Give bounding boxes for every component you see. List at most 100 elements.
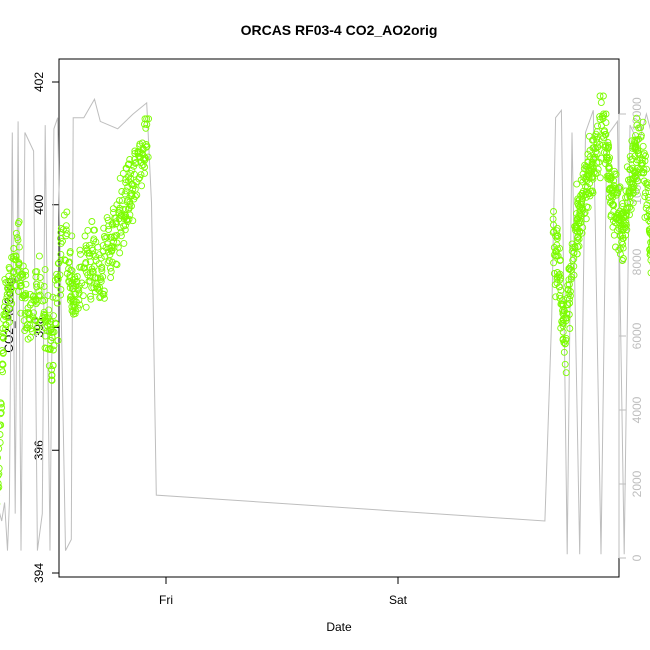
co2-point — [609, 190, 617, 198]
co2-point — [600, 148, 608, 156]
right-tick-label: 12000 — [630, 97, 644, 131]
co2-point — [42, 344, 50, 352]
co2-point — [12, 252, 20, 260]
co2-point — [61, 256, 69, 264]
co2-point — [136, 174, 144, 182]
co2-point — [112, 260, 120, 268]
co2-point — [648, 228, 650, 235]
co2-point — [100, 224, 108, 232]
co2-point — [556, 294, 564, 302]
co2-point — [53, 270, 61, 278]
co2-point — [40, 310, 48, 318]
co2-point — [119, 169, 127, 177]
co2-point — [639, 118, 647, 126]
co2-point — [90, 263, 98, 271]
co2-point — [122, 164, 130, 172]
co2-point — [609, 217, 617, 225]
co2-point — [619, 200, 626, 208]
co2-point — [32, 300, 40, 308]
co2-point — [0, 421, 4, 429]
co2-point — [115, 215, 123, 223]
co2-point — [97, 254, 105, 262]
co2-point — [144, 153, 152, 161]
co2-point — [48, 371, 56, 379]
co2-point — [610, 167, 618, 175]
co2-point — [0, 464, 3, 472]
co2-point — [88, 265, 96, 273]
co2-point — [556, 256, 564, 264]
co2-point — [74, 285, 82, 293]
co2-point — [14, 287, 22, 295]
co2-point — [643, 213, 650, 220]
co2-point — [113, 232, 121, 239]
co2-point — [579, 178, 587, 186]
co2-point — [557, 286, 565, 294]
co2-point — [609, 223, 617, 231]
co2-point — [102, 244, 110, 252]
co2-point — [98, 267, 106, 275]
co2-point — [85, 277, 93, 285]
co2-point — [70, 298, 77, 306]
co2-point — [622, 219, 630, 227]
co2-point — [631, 152, 639, 160]
co2-point — [83, 249, 91, 257]
co2-point — [579, 170, 587, 178]
co2-point — [22, 291, 30, 299]
co2-point — [131, 192, 139, 200]
co2-point — [106, 264, 114, 272]
co2-point — [110, 209, 117, 217]
co2-point — [19, 262, 27, 270]
co2-point — [587, 162, 595, 170]
co2-point — [44, 292, 52, 300]
chart-title: ORCAS RF03-4 CO2_AO2orig — [241, 22, 438, 38]
co2-point — [100, 233, 108, 240]
co2-point — [646, 251, 650, 259]
co2-point — [81, 232, 89, 240]
co2-point — [0, 361, 7, 369]
co2-point — [69, 296, 77, 304]
co2-point — [559, 319, 566, 327]
co2-point — [647, 269, 650, 277]
co2-point — [553, 235, 561, 242]
co2-point — [553, 241, 561, 249]
co2-point — [32, 280, 40, 288]
co2-point — [575, 219, 582, 227]
co2-point — [126, 198, 134, 206]
co2-point — [91, 274, 99, 282]
co2-point — [618, 223, 625, 230]
co2-point — [127, 174, 135, 182]
co2-point — [611, 184, 619, 192]
co2-point — [27, 333, 34, 341]
co2-point — [561, 340, 569, 348]
co2-point — [69, 308, 77, 316]
left-tick-label: 402 — [32, 72, 46, 92]
co2-point — [62, 232, 70, 240]
co2-point — [45, 362, 53, 370]
co2-point — [49, 361, 57, 369]
co2-point — [593, 169, 601, 177]
co2-point — [5, 272, 13, 280]
co2-point — [647, 256, 650, 264]
co2-point — [602, 153, 610, 161]
co2-point — [20, 317, 28, 325]
co2-point — [41, 266, 49, 274]
co2-point — [30, 309, 38, 317]
co2-point — [550, 244, 558, 251]
co2-point — [46, 321, 54, 329]
co2-point — [139, 146, 147, 154]
co2-point — [54, 337, 62, 344]
co2-point — [610, 231, 618, 239]
co2-point — [633, 114, 641, 122]
co2-point — [71, 297, 79, 305]
co2-point — [14, 236, 22, 244]
co2-point — [568, 247, 576, 255]
co2-point — [36, 281, 44, 289]
co2-point — [609, 193, 617, 201]
co2-point — [569, 256, 577, 264]
co2-point — [586, 153, 594, 161]
co2-point — [0, 439, 4, 447]
plot-frame — [58, 58, 620, 578]
co2-point — [112, 214, 120, 222]
co2-point — [629, 143, 637, 151]
co2-point — [559, 307, 566, 315]
